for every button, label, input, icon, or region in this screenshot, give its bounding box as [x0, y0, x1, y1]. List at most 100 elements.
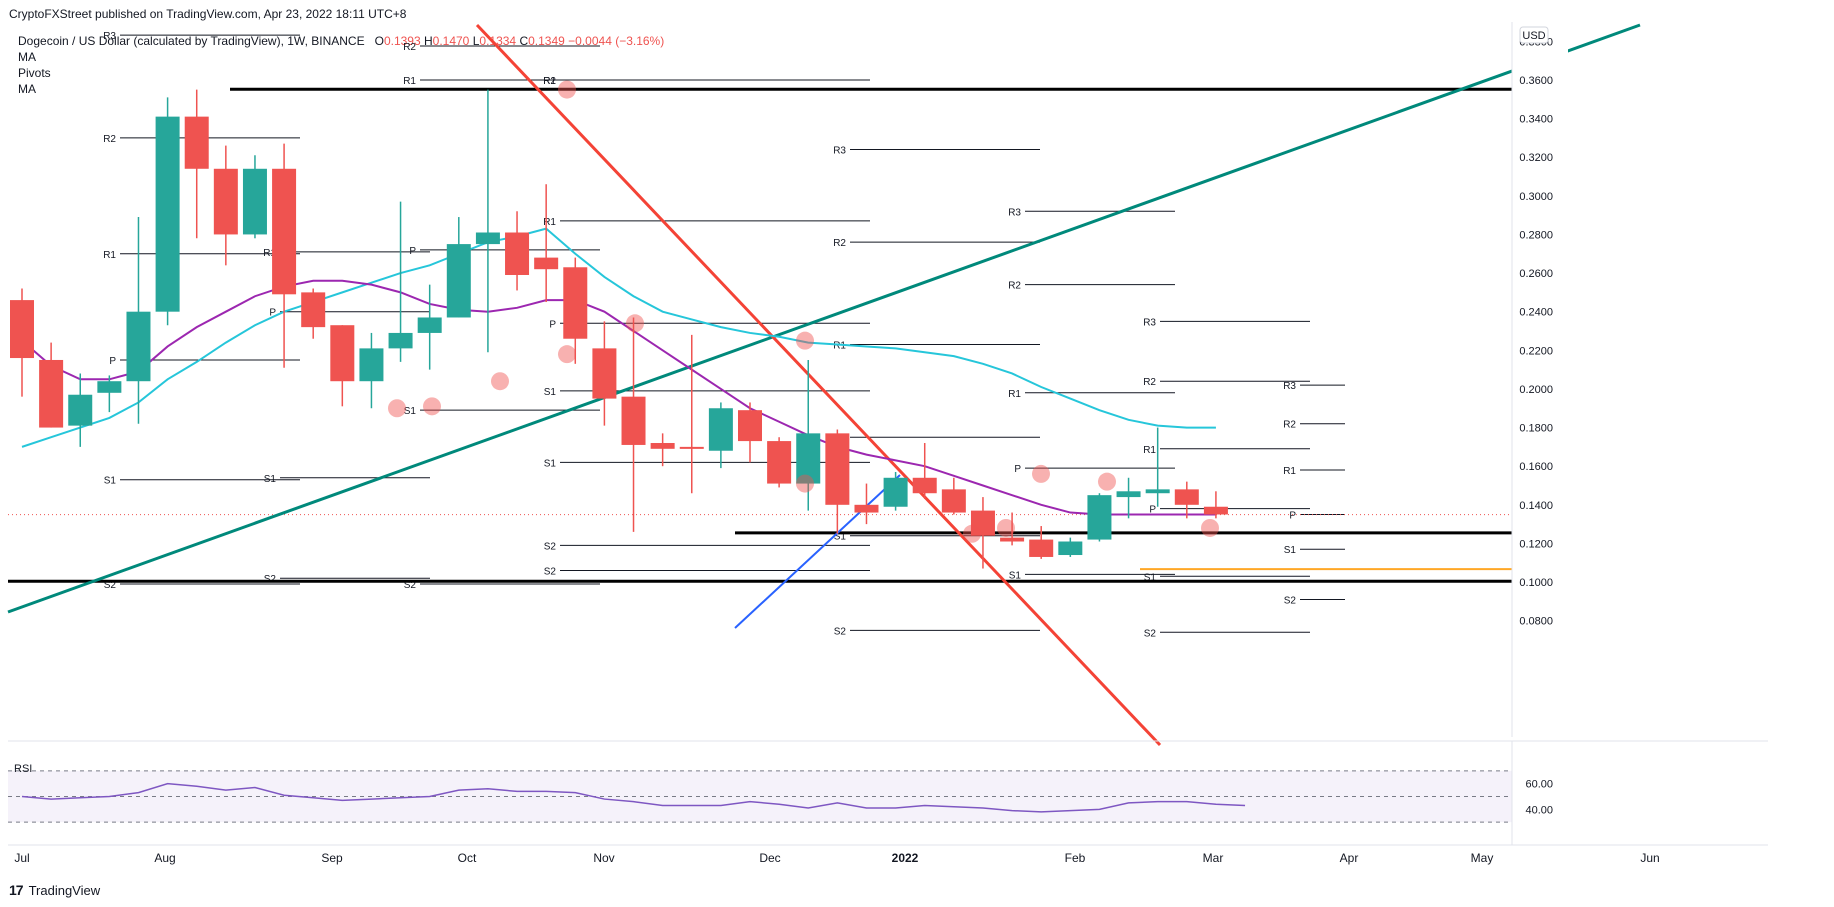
tradingview-logo[interactable]: 17 TradingView — [9, 882, 100, 898]
rsi-tick-label: 40.00 — [1525, 804, 1553, 816]
pivot-label: R1 — [1143, 445, 1156, 456]
touch-marker — [1032, 464, 1050, 483]
price-tick-label: 0.3200 — [1519, 152, 1553, 164]
rsi-label: RSI — [14, 763, 32, 775]
candle-body — [650, 443, 675, 449]
pivot-label: S2 — [264, 574, 277, 585]
candle-body — [563, 267, 588, 339]
pivot-label: R2 — [1283, 420, 1296, 431]
price-tick-label: 0.2400 — [1519, 307, 1553, 319]
indicator-ma-1[interactable]: MA — [18, 50, 36, 64]
time-tick-label: Dec — [759, 851, 780, 865]
pivot-levels: R3 R2 R1 P S1 S2 R2 R1 P S1 S2 R1 P S1 S2 R1 R2 R1 P S1 S1 S2… — [103, 31, 1345, 639]
indicator-ma-2[interactable]: MA — [18, 82, 36, 96]
pivot-label: R1 — [263, 248, 276, 259]
pivot-label: P — [1289, 510, 1296, 521]
candle-body — [592, 348, 617, 399]
pivot-label: R1 — [403, 76, 416, 87]
pivot-label: S1 — [404, 406, 417, 417]
candle-body — [213, 168, 238, 235]
open-label: O — [374, 34, 384, 48]
price-axis: 0.38000.36000.34000.32000.30000.28000.26… — [1511, 22, 1568, 737]
indicator-pivots[interactable]: Pivots — [18, 66, 51, 80]
time-tick-label: Oct — [458, 851, 477, 865]
pivot-label: S1 — [544, 387, 557, 398]
ma-slow-line — [21, 227, 1216, 448]
candle-body — [534, 257, 559, 270]
change-value: −0.0044 (−3.16%) — [568, 34, 665, 48]
chart-legend: Dogecoin / US Dollar (calculated by Trad… — [18, 33, 664, 97]
time-tick-label: Mar — [1203, 851, 1224, 865]
pivot-label: S2 — [104, 580, 117, 591]
pivot-label: S2 — [1144, 628, 1157, 639]
price-tick-label: 0.1000 — [1519, 577, 1553, 589]
candle-body — [825, 433, 850, 505]
touch-markers — [388, 80, 1219, 543]
pivot-label: S1 — [1144, 572, 1157, 583]
high-label: H — [423, 34, 433, 48]
candles — [10, 89, 1228, 569]
price-tick-label: 0.1800 — [1519, 423, 1553, 435]
pivot-label: R1 — [833, 341, 846, 352]
touch-marker — [1098, 472, 1116, 491]
touch-marker — [796, 474, 814, 493]
candle-body — [505, 232, 530, 275]
low-label: L — [472, 34, 480, 48]
footer-brand: TradingView — [28, 882, 101, 898]
candle-body — [155, 116, 180, 312]
price-tick-label: 0.2200 — [1519, 345, 1553, 357]
pivot-label: S2 — [544, 541, 557, 552]
candle-body — [475, 232, 500, 245]
publisher-caption: CryptoFXStreet published on TradingView.… — [9, 7, 407, 21]
candle-body — [417, 317, 442, 333]
time-tick-label: Jun — [1640, 851, 1659, 865]
pivot-label: R3 — [1143, 317, 1156, 328]
candle-body — [854, 504, 879, 513]
ma-fast-line — [21, 279, 1216, 516]
pivot-label: P — [109, 356, 116, 367]
candle-body — [301, 292, 326, 328]
pivot-label: S2 — [1284, 595, 1297, 606]
pivot-label: R2 — [103, 134, 116, 145]
close-label: C — [519, 34, 529, 48]
uptrend-line — [7, 23, 1641, 614]
time-tick-label: Feb — [1065, 851, 1086, 865]
price-tick-label: 0.3000 — [1519, 191, 1553, 203]
pivot-label: S1 — [544, 458, 557, 469]
candle-body — [941, 489, 966, 513]
pivot-label: R1 — [103, 250, 116, 261]
pivot-label: S1 — [1009, 570, 1022, 581]
pivot-label: P — [1149, 505, 1156, 516]
candle-body — [97, 381, 122, 393]
time-tick-label: Apr — [1340, 851, 1359, 865]
pivot-label: R2 — [1008, 281, 1021, 292]
downtrend-line — [475, 23, 1162, 747]
candle-body — [272, 168, 297, 295]
candle-body — [184, 116, 209, 169]
pivot-label: P — [1014, 464, 1021, 475]
candle-body — [1029, 539, 1054, 557]
candle-body — [883, 477, 908, 507]
candle-body — [359, 348, 384, 382]
candle-body — [1087, 495, 1112, 540]
touch-marker — [963, 524, 981, 543]
pivot-label: R1 — [543, 217, 556, 228]
time-tick-label: Jul — [14, 851, 29, 865]
rsi-tick-label: 60.00 — [1525, 779, 1553, 791]
candle-body — [330, 325, 355, 382]
touch-marker — [491, 372, 509, 391]
tradingview-logo-icon: 17 — [9, 882, 24, 898]
price-tick-label: 0.3400 — [1519, 114, 1553, 126]
pivot-label: R3 — [1008, 207, 1021, 218]
touch-marker — [423, 397, 441, 416]
touch-marker — [626, 314, 644, 333]
pivot-label: R3 — [103, 31, 116, 42]
currency-label: USD — [1522, 30, 1545, 42]
price-tick-label: 0.2600 — [1519, 268, 1553, 280]
candle-body — [970, 510, 995, 536]
touch-marker — [388, 399, 406, 418]
price-tick-label: 0.1600 — [1519, 461, 1553, 473]
symbol-title[interactable]: Dogecoin / US Dollar (calculated by Trad… — [18, 34, 365, 48]
